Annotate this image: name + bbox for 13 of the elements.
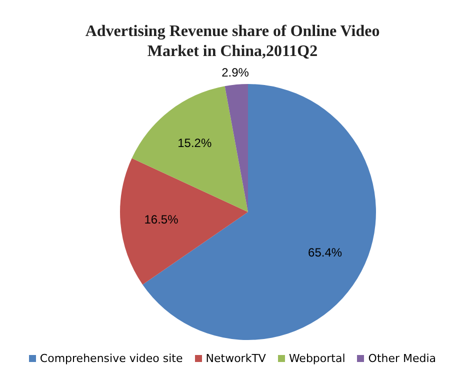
chart-title: Advertising Revenue share of Online Video Market in China,2011Q2 xyxy=(84,22,381,62)
data-label: 15.2% xyxy=(178,136,212,150)
legend-label: Webportal xyxy=(288,352,346,365)
pie-slice xyxy=(142,84,376,340)
pie-slice xyxy=(224,84,248,212)
pie-slice xyxy=(120,158,248,285)
pie-slice xyxy=(132,86,248,212)
data-label: 65.4% xyxy=(308,245,342,260)
data-label: 16.5% xyxy=(144,212,179,226)
legend-label: Other Media xyxy=(367,352,436,365)
legend-label: NetworkTV xyxy=(204,352,266,365)
data-label: 2.9% xyxy=(222,66,250,80)
legend-label: Comprehensive video site xyxy=(38,352,183,365)
